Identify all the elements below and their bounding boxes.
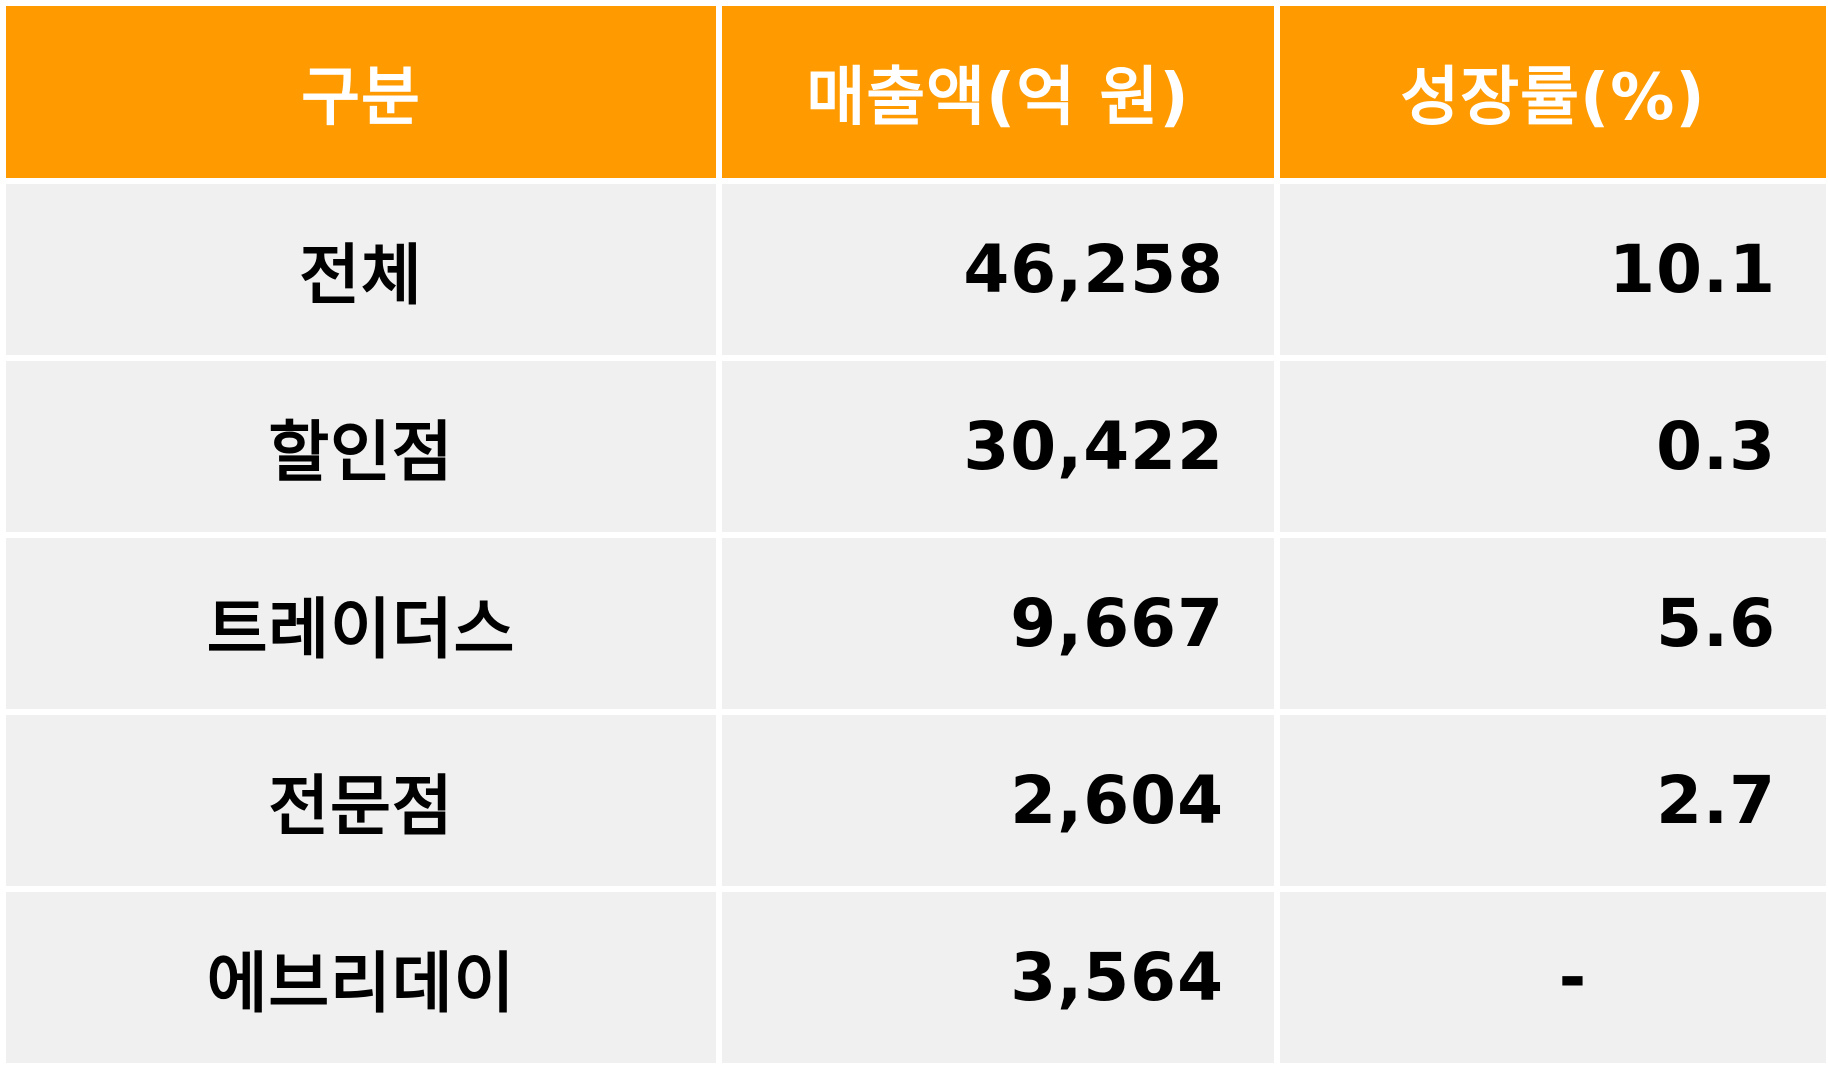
row-label: 전체 [6,184,716,355]
row-growth: 2.7 [1280,715,1826,886]
row-growth: 0.3 [1280,361,1826,532]
header-growth: 성장률(%) [1280,6,1826,178]
row-sales: 46,258 [722,184,1274,355]
row-sales: 2,604 [722,715,1274,886]
header-category: 구분 [6,6,716,178]
header-sales: 매출액(억 원) [722,6,1274,178]
row-sales: 9,667 [722,538,1274,709]
row-sales: 30,422 [722,361,1274,532]
row-label: 할인점 [6,361,716,532]
row-label: 에브리데이 [6,892,716,1063]
row-sales: 3,564 [722,892,1274,1063]
sales-table: 구분 매출액(억 원) 성장률(%) 전체 46,258 10.1 할인점 30… [6,6,1826,1063]
row-growth: - [1280,892,1826,1063]
row-label: 트레이더스 [6,538,716,709]
row-label: 전문점 [6,715,716,886]
row-growth: 5.6 [1280,538,1826,709]
row-growth: 10.1 [1280,184,1826,355]
